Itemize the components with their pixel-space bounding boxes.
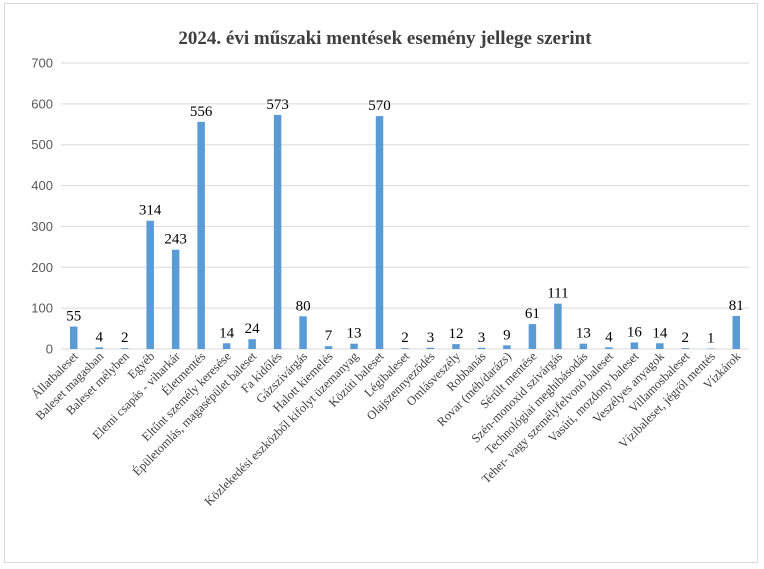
- data-label: 1: [707, 331, 715, 347]
- bar: [681, 348, 690, 349]
- bar: [401, 348, 409, 349]
- bar: [146, 220, 154, 349]
- y-tick-label: 500: [31, 137, 53, 152]
- bar: [732, 315, 741, 349]
- bars: [69, 114, 741, 349]
- bar-chart: 2024. évi műszaki mentések esemény jelle…: [29, 28, 749, 509]
- bar: [426, 347, 435, 349]
- data-label: 9: [503, 327, 511, 343]
- bar: [375, 116, 384, 349]
- bar: [120, 348, 129, 349]
- data-label: 16: [627, 324, 643, 340]
- data-label: 111: [547, 286, 568, 302]
- data-label: 4: [605, 329, 613, 345]
- bar: [95, 347, 103, 349]
- chart-frame: 2024. évi műszaki mentések esemény jelle…: [4, 3, 758, 563]
- y-tick-label: 0: [46, 342, 53, 357]
- data-label: 2: [121, 330, 129, 346]
- bar: [528, 324, 537, 349]
- bar: [630, 342, 639, 349]
- data-label: 243: [164, 232, 187, 248]
- bar: [299, 316, 307, 349]
- y-tick-label: 100: [31, 301, 53, 316]
- data-label: 13: [347, 326, 362, 342]
- data-label: 314: [139, 203, 162, 219]
- bar: [579, 343, 588, 349]
- bar: [350, 343, 358, 349]
- bar: [554, 303, 562, 349]
- y-tick-label: 600: [31, 96, 53, 111]
- data-label: 2: [401, 330, 409, 346]
- data-label: 573: [266, 97, 289, 113]
- data-label: 4: [95, 329, 103, 345]
- data-label: 570: [368, 98, 391, 114]
- bar: [273, 114, 282, 349]
- data-label: 3: [478, 330, 486, 346]
- bar: [324, 346, 333, 349]
- data-label: 14: [219, 325, 235, 341]
- bar: [477, 347, 486, 349]
- data-label: 2: [682, 330, 690, 346]
- chart-title: 2024. évi műszaki mentések esemény jelle…: [178, 28, 592, 49]
- y-axis-ticks: 0 100 200 300 400 500 600 700: [31, 56, 53, 357]
- gridlines: [61, 62, 749, 350]
- bar: [503, 345, 511, 349]
- bar: [452, 344, 460, 349]
- bar: [656, 343, 664, 349]
- data-label: 556: [190, 104, 213, 120]
- bar: [605, 347, 613, 349]
- bar: [197, 121, 205, 349]
- bar: [171, 249, 180, 349]
- data-label: 24: [245, 321, 261, 337]
- bar: [69, 326, 78, 349]
- bar: [222, 343, 231, 349]
- data-label: 80: [296, 298, 311, 314]
- data-label: 13: [576, 326, 591, 342]
- data-label: 55: [66, 309, 81, 325]
- data-label: 3: [427, 330, 435, 346]
- data-label: 81: [729, 298, 744, 314]
- y-tick-label: 400: [31, 178, 53, 193]
- y-tick-label: 200: [31, 260, 53, 275]
- data-label: 12: [448, 326, 463, 342]
- data-label: 14: [652, 325, 668, 341]
- data-label: 61: [525, 306, 540, 322]
- y-tick-label: 700: [31, 56, 53, 71]
- data-label: 7: [325, 328, 333, 344]
- bar: [248, 339, 256, 349]
- y-tick-label: 300: [31, 219, 53, 234]
